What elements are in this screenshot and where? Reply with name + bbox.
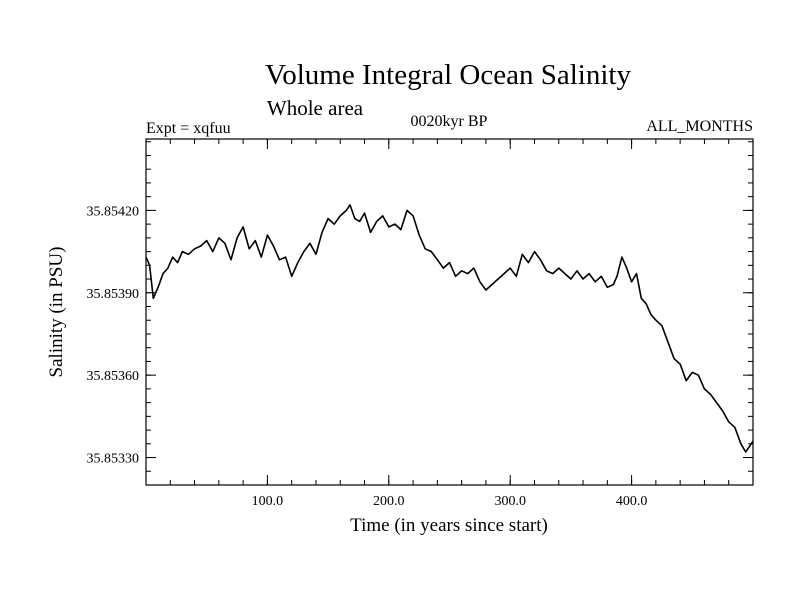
period-label: 0020kyr BP [411,113,488,130]
x-tick-label: 200.0 [373,494,405,509]
x-tick-label: 400.0 [616,494,648,509]
chart-subtitle: Whole area [267,96,364,120]
x-axis-label: Time (in years since start) [350,515,548,536]
x-axis: 100.0 200.0 300.0 400.0 [169,139,730,509]
experiment-label: Expt = xqfuu [146,120,231,137]
y-tick-label: 35.85390 [87,287,140,302]
salinity-line [145,204,754,453]
y-tick-label: 35.85330 [87,452,140,467]
x-tick-label: 100.0 [252,494,284,509]
y-tick-label: 35.85420 [87,204,140,219]
y-axis-label: Salinity (in PSU) [46,247,67,378]
plot-frame [145,138,754,486]
chart-title: Volume Integral Ocean Salinity [265,59,631,91]
y-tick-label: 35.85360 [87,369,140,384]
x-tick-label: 300.0 [494,494,526,509]
months-label: ALL_MONTHS [646,118,753,135]
y-axis: 35.85330 35.85360 35.85390 35.85420 [87,141,753,486]
